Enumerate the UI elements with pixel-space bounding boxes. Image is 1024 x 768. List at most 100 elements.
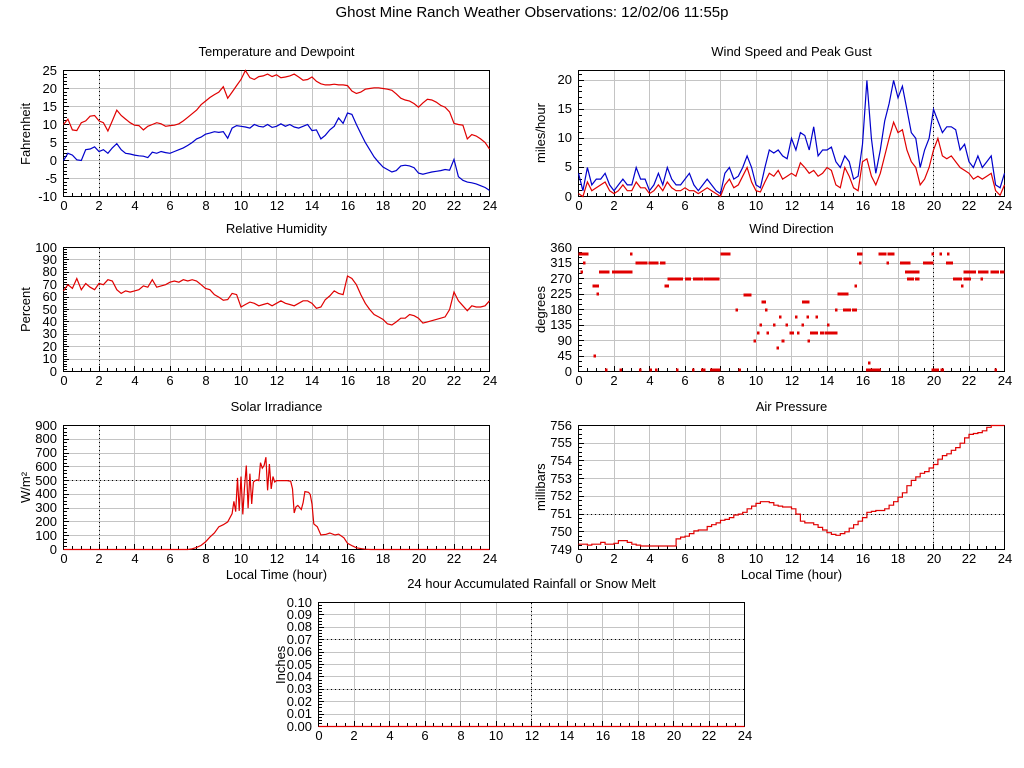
axis-ticks: [63, 428, 481, 550]
y-tick-label: 749: [550, 542, 572, 557]
x-tick-label: 2: [95, 551, 103, 566]
x-tick-label: 18: [630, 728, 646, 743]
x-tick-label: 10: [748, 198, 764, 213]
y-tick-label: 800: [35, 431, 57, 446]
y-tick-label: 270: [550, 271, 572, 286]
y-tick-label: 0.09: [286, 607, 312, 622]
x-tick-label: 20: [666, 728, 682, 743]
x-tick-label: 8: [202, 551, 210, 566]
axis-ticks: [63, 249, 481, 372]
x-tick-label: 4: [646, 373, 654, 388]
x-tick-label: 10: [488, 728, 504, 743]
x-tick-label: 16: [855, 373, 871, 388]
x-tick-label: 16: [340, 373, 356, 388]
chart-title: 24 hour Accumulated Rainfall or Snow Mel…: [407, 576, 656, 591]
grid: [63, 70, 490, 197]
y-tick-label: 200: [35, 514, 57, 529]
chart-title: Wind Direction: [749, 221, 834, 236]
y-tick-label: 20: [42, 81, 57, 96]
x-tick-label: 22: [446, 198, 462, 213]
y-tick-label: 0.05: [286, 657, 312, 672]
x-tick-label: 14: [304, 198, 320, 213]
x-tick-label: 24: [482, 198, 498, 213]
series-temperature: [63, 69, 490, 150]
grid: [578, 247, 1005, 372]
y-tick-label: 751: [550, 506, 572, 521]
y-tick-label: 90: [557, 333, 572, 348]
x-tick-label: 10: [748, 373, 764, 388]
plot-area-solar-irradiance: [63, 425, 490, 551]
x-tick-label: 22: [701, 728, 717, 743]
y-tick-label: 756: [550, 418, 572, 433]
y-tick-label: 90: [42, 252, 57, 267]
x-tick-label: 16: [595, 728, 611, 743]
x-tick-label: 2: [610, 198, 618, 213]
plot-area-wind-speed-gust: [577, 70, 1006, 198]
y-tick-label: 10: [42, 351, 57, 366]
x-tick-label: 6: [421, 728, 429, 743]
x-tick-label: 22: [446, 551, 462, 566]
grid: [578, 70, 1005, 197]
x-tick-label: 16: [340, 198, 356, 213]
y-tick-label: 0.10: [286, 595, 312, 610]
grid: [63, 247, 490, 372]
y-tick-label: 50: [42, 302, 57, 317]
y-tick-label: 20: [557, 72, 572, 87]
x-tick-label: 12: [269, 373, 285, 388]
x-axis-label: Local Time (hour): [225, 567, 328, 582]
series-dewpoint: [62, 112, 490, 191]
plot-border: [578, 70, 1005, 197]
x-tick-label: 4: [646, 198, 654, 213]
x-tick-label: 22: [446, 373, 462, 388]
y-tick-label: 0: [49, 153, 57, 168]
plot-area-rainfall: [318, 602, 745, 728]
x-tick-label: 8: [717, 198, 725, 213]
y-tick-label: 0.06: [286, 644, 312, 659]
chart-title: Temperature and Dewpoint: [198, 44, 355, 59]
grid: [578, 425, 1005, 550]
plot-border: [578, 425, 1005, 550]
x-tick-label: 0: [575, 198, 583, 213]
x-tick-label: 22: [961, 551, 977, 566]
x-tick-label: 20: [926, 198, 942, 213]
y-tick-label: 300: [35, 500, 57, 515]
x-tick-label: 8: [717, 551, 725, 566]
y-tick-label: 80: [42, 264, 57, 279]
y-tick-label: 0.04: [286, 669, 312, 684]
y-tick-label: -10: [38, 189, 57, 204]
x-tick-label: 8: [202, 198, 210, 213]
x-tick-label: 18: [375, 551, 391, 566]
chart-title: Wind Speed and Peak Gust: [711, 44, 872, 59]
x-tick-label: 0: [60, 551, 68, 566]
y-tick-label: 100: [35, 240, 57, 255]
plot-border: [63, 425, 490, 550]
y-tick-label: 360: [550, 240, 572, 255]
plot-border: [63, 247, 490, 372]
x-tick-label: 14: [819, 373, 835, 388]
plot-area-temperature-dewpoint: [62, 69, 490, 197]
y-tick-label: 0.03: [286, 681, 312, 696]
dotted-reference-lines: [319, 603, 744, 726]
x-tick-label: 12: [784, 551, 800, 566]
y-tick-label: 0.02: [286, 694, 312, 709]
x-tick-label: 4: [386, 728, 394, 743]
y-tick-label: 752: [550, 488, 572, 503]
y-tick-label: 0: [564, 189, 572, 204]
y-tick-label: 500: [35, 473, 57, 488]
y-tick-label: 30: [42, 326, 57, 341]
x-tick-label: 2: [350, 728, 358, 743]
y-tick-label: 15: [557, 101, 572, 116]
y-tick-label: 100: [35, 528, 57, 543]
x-tick-label: 10: [233, 551, 249, 566]
x-tick-label: 24: [997, 373, 1013, 388]
x-tick-label: 8: [457, 728, 465, 743]
y-tick-label: 70: [42, 277, 57, 292]
x-tick-label: 4: [646, 551, 654, 566]
x-tick-label: 0: [60, 198, 68, 213]
x-tick-label: 2: [95, 198, 103, 213]
dotted-reference-lines: [579, 426, 1004, 549]
x-tick-label: 18: [375, 198, 391, 213]
x-tick-label: 20: [411, 198, 427, 213]
grid: [63, 425, 490, 550]
